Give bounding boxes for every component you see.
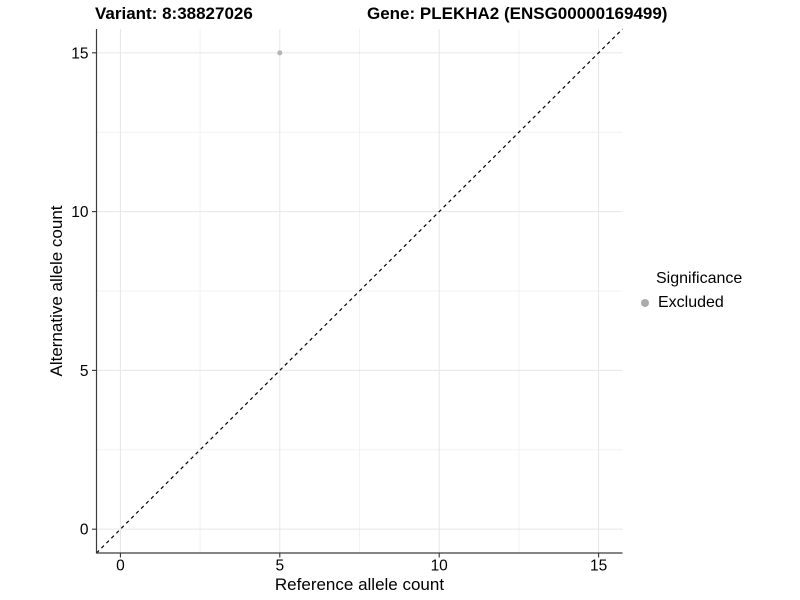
data-point bbox=[277, 50, 283, 56]
y-tick-label: 0 bbox=[80, 522, 89, 539]
x-tick-label: 15 bbox=[590, 558, 607, 575]
legend-title: Significance bbox=[656, 270, 743, 287]
x-axis-title: Reference allele count bbox=[274, 575, 445, 594]
x-tick-label: 10 bbox=[431, 558, 449, 575]
x-tick-label: 5 bbox=[275, 558, 284, 575]
x-tick-label: 0 bbox=[116, 558, 125, 575]
y-axis-title: Alternative allele count bbox=[47, 205, 66, 377]
y-tick-label: 10 bbox=[71, 204, 89, 221]
identity-reference-line bbox=[96, 28, 623, 554]
y-tick-label: 15 bbox=[71, 45, 88, 62]
legend-entry-excluded: Excluded bbox=[637, 293, 742, 312]
legend-entry-label: Excluded bbox=[658, 294, 724, 311]
y-tick-label: 5 bbox=[80, 363, 89, 380]
legend: Significance Excluded bbox=[637, 269, 742, 312]
excluded-point-icon bbox=[641, 298, 649, 307]
plot-title-gene: Gene: PLEKHA2 (ENSG00000169499) bbox=[367, 4, 668, 23]
plot-title-variant: Variant: 8:38827026 bbox=[95, 4, 253, 23]
